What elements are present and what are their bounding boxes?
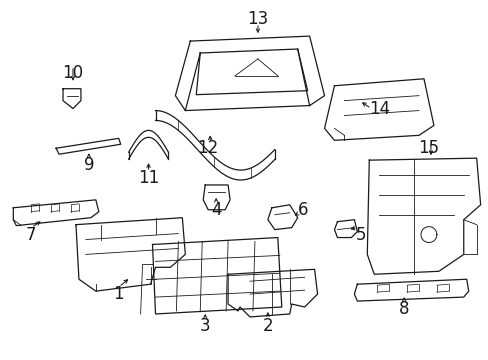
Text: 14: 14 <box>368 100 389 118</box>
Text: 6: 6 <box>297 201 307 219</box>
Text: 5: 5 <box>355 226 365 244</box>
Text: 13: 13 <box>247 10 268 28</box>
Text: 15: 15 <box>418 139 439 157</box>
Text: 12: 12 <box>197 139 219 157</box>
Text: 3: 3 <box>200 317 210 335</box>
Text: 4: 4 <box>210 201 221 219</box>
Text: 8: 8 <box>398 300 408 318</box>
Text: 7: 7 <box>26 226 37 244</box>
Text: 2: 2 <box>262 317 273 335</box>
Text: 10: 10 <box>62 64 83 82</box>
Text: 9: 9 <box>83 156 94 174</box>
Text: 11: 11 <box>138 169 159 187</box>
Text: 1: 1 <box>113 285 124 303</box>
